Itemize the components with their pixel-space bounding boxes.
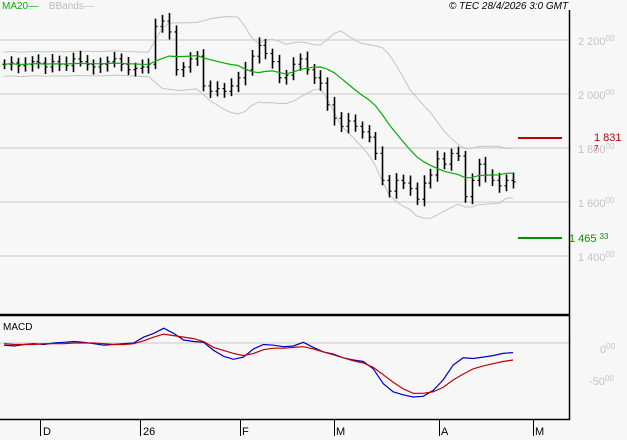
macd-title: MACD	[3, 322, 33, 333]
support-level-label: 1 465 33	[569, 232, 609, 245]
legend-ma20: MA20—	[2, 1, 39, 12]
x-axis-label-may: M	[535, 426, 545, 438]
bband-upper-line	[3, 16, 514, 149]
price-axis-label: 1 80000	[578, 142, 615, 156]
macd-axis-label: 000	[600, 342, 616, 356]
macd-line	[3, 327, 514, 398]
x-axis-label-feb: F	[242, 426, 249, 438]
legend-bbands: BBands—	[48, 1, 94, 12]
price-axis-label: 1 40000	[578, 250, 615, 264]
x-axis-label-2026: 26	[143, 426, 156, 438]
price-axis-label: 1 60000	[578, 196, 615, 210]
x-axis-label-mar: M	[336, 426, 346, 438]
ma20-line	[3, 55, 514, 179]
indicator-legend: MA20— BBands—	[2, 1, 94, 12]
x-axis-label-apr: A	[441, 426, 449, 438]
macd-axis-label: -5000	[589, 374, 614, 388]
price-axis-label: 2 00000	[578, 88, 615, 102]
resistance-level-label: 1 831 7	[594, 132, 622, 153]
signal-line	[3, 333, 514, 394]
x-axis-label-dec: D	[43, 426, 51, 438]
price-axis-label: 2 20000	[578, 34, 615, 48]
bband-lower-line	[3, 74, 514, 219]
copyright-label: © TEC 28/4/2026 3:0 GMT	[449, 1, 569, 12]
